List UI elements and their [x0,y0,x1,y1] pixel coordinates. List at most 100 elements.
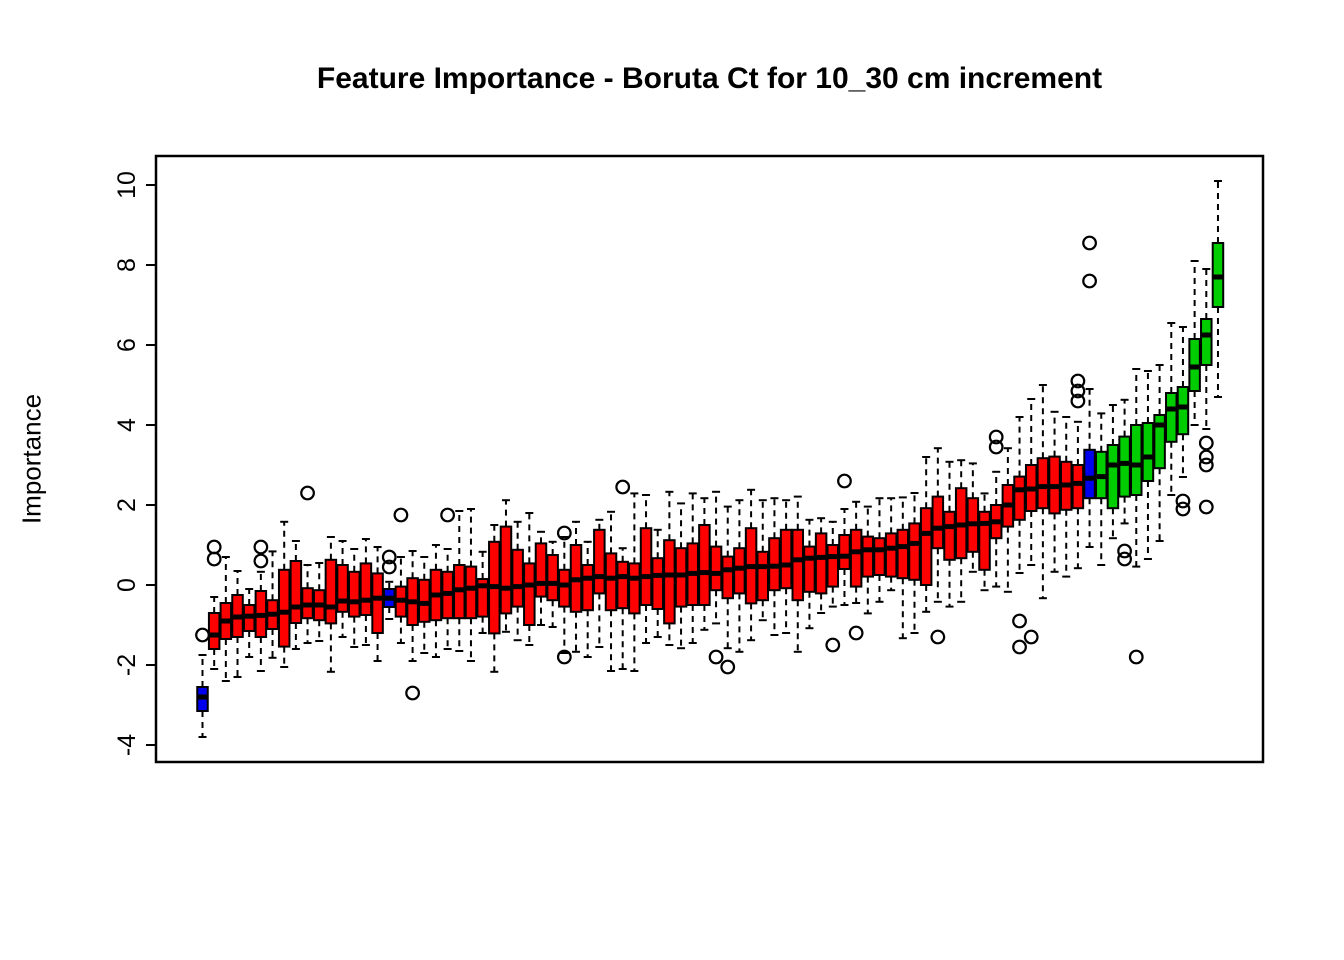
boxplot-box-17 [381,549,397,620]
boxplot-box-88 [1211,180,1225,398]
iqr-box [756,550,770,602]
outlier-point [1082,273,1097,289]
boxplot-box-13 [336,540,349,638]
iqr-box [884,532,898,578]
boxplot-box-38 [628,492,641,672]
boxplot-box-75 [1059,416,1073,578]
boxplot-box-34 [581,540,594,658]
boxplot-box-23 [453,510,466,652]
iqr-box [1013,475,1026,521]
iqr-box [1153,414,1166,470]
boxplot-box-74 [1048,410,1061,573]
iqr-box [628,562,641,615]
boxplot-box-51 [779,499,793,634]
outlier-point [1070,393,1086,409]
outlier-point [930,629,946,645]
boxplot-box-76 [1070,373,1086,570]
iqr-box [277,568,291,648]
iqr-box [779,528,793,590]
y-tick-label: 10 [113,171,141,199]
outlier-point [206,539,222,555]
iqr-box [803,545,816,593]
outlier-point [1012,639,1027,655]
boxplot-box-71 [1012,416,1027,655]
boxplot-box-48 [744,488,758,642]
iqr-box [523,562,536,627]
boxplot-box-82 [1141,370,1155,560]
iqr-box [593,528,606,595]
boxplot-box-69 [988,429,1004,588]
iqr-box [978,510,991,571]
outlier-point [988,439,1004,455]
iqr-box [207,612,221,650]
boxplot-box-79 [1106,404,1120,540]
iqr-box [476,578,489,618]
iqr-box [1176,386,1190,436]
boxplot-box-52 [791,495,805,653]
boxplot-box-18 [393,507,409,644]
iqr-box [558,568,571,608]
boxplot-box-28 [511,520,524,642]
boxplot-box-9 [289,540,303,650]
boxplot-box-31 [546,540,559,628]
boxplot-box-59 [873,497,886,603]
iqr-box [1071,464,1085,510]
boxplot-box-49 [756,499,770,622]
boxplot-box-77 [1082,235,1097,548]
boxplot-box-30 [534,530,548,626]
boxplot-box-22 [440,507,456,650]
outlier-point [1012,613,1027,629]
outlier-point [1198,449,1214,465]
outlier-point [253,553,269,569]
iqr-box [511,548,524,608]
outlier-point [1117,543,1132,559]
boxplot-box-11 [312,562,326,642]
boxplot-box-27 [499,499,513,633]
boxplot-box-81 [1128,368,1144,665]
boxplot-box-16 [371,546,384,662]
y-tick-label: 8 [113,258,141,272]
boxplot-box-53 [803,518,816,630]
boxplot-box-36 [604,510,618,672]
boxplot-box-60 [884,497,898,592]
iqr-box [464,565,478,620]
iqr-box [1141,422,1155,482]
boxplot-box-40 [651,528,664,638]
boxplot-box-44 [698,497,711,631]
boxplot-box-63 [919,456,933,613]
boxplot-box-61 [896,496,910,640]
iqr-box [1200,318,1213,366]
boxplot-box-45 [708,490,724,665]
iqr-box [698,524,711,606]
boxplot-box-19 [405,550,420,701]
boxplot-box-29 [523,512,536,646]
iqr-box [814,532,828,595]
boxplot-box-39 [639,494,653,644]
chart-title: Feature Importance - Boruta Ct for 10_30… [316,62,1103,95]
iqr-box [499,525,513,615]
outlier-point [300,485,315,501]
plot-frame [154,154,1265,764]
y-tick-label: -2 [113,654,141,676]
outlier-point [206,551,222,567]
iqr-box [616,560,629,610]
boxplot-box-5 [242,588,256,658]
boxplot-box-84 [1165,322,1178,496]
outlier-point [1082,235,1097,251]
outlier-point [405,685,420,701]
boxplot-box-8 [277,520,291,668]
boxplot-box-62 [908,492,921,634]
iqr-box [289,560,303,624]
iqr-box [849,528,863,588]
boxplot-box-25 [476,550,489,634]
outlier-point [825,637,841,653]
boxplot-box-86 [1188,260,1201,426]
outlier-point [1070,373,1086,389]
iqr-box [336,564,349,613]
iqr-box [931,495,945,550]
iqr-box [1083,448,1096,500]
boxplot-box-50 [768,497,781,636]
outlier-point [381,549,397,565]
boxplot-box-73 [1036,384,1050,600]
